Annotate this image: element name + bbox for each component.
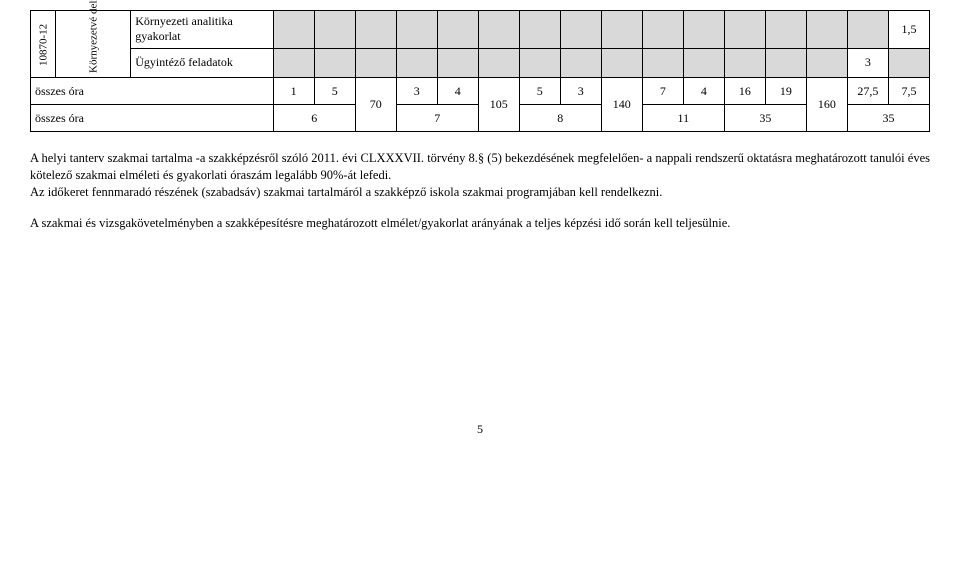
cell — [396, 48, 437, 77]
module-code: 10870-12 — [31, 11, 56, 78]
cell — [806, 48, 847, 77]
cell — [601, 11, 642, 49]
cell-merge: 140 — [601, 78, 642, 132]
cell — [888, 48, 929, 77]
cell-value: 3 — [847, 48, 888, 77]
cell — [683, 11, 724, 49]
cell-value: 3 — [560, 78, 601, 105]
cell-value: 4 — [437, 78, 478, 105]
cell — [642, 48, 683, 77]
cell — [724, 48, 765, 77]
cell — [560, 48, 601, 77]
cell — [519, 11, 560, 49]
paragraph-1a: A helyi tanterv szakmai tartalma -a szak… — [30, 151, 930, 182]
total-row-2-label: összes óra — [31, 105, 274, 132]
cell-value: 19 — [765, 78, 806, 105]
paragraph-1b: Az időkeret fennmaradó részének (szabads… — [30, 185, 662, 199]
cell — [437, 11, 478, 49]
cell — [478, 48, 519, 77]
cell-value: 8 — [519, 105, 601, 132]
cell-value: 11 — [642, 105, 724, 132]
paragraph-2: A szakmai és vizsgakövetelményben a szak… — [30, 215, 930, 232]
subject-row-2: Ügyintéző feladatok — [131, 48, 273, 77]
cell-value: 7,5 — [888, 78, 929, 105]
cell-value: 1,5 — [888, 11, 929, 49]
cell — [765, 48, 806, 77]
cell-value: 6 — [273, 105, 355, 132]
cell — [519, 48, 560, 77]
cell-value: 35 — [847, 105, 929, 132]
cell-value: 4 — [683, 78, 724, 105]
cell-value: 35 — [724, 105, 806, 132]
cell-value: 7 — [642, 78, 683, 105]
cell-merge: 160 — [806, 78, 847, 132]
cell-value: 27,5 — [847, 78, 888, 105]
cell — [847, 11, 888, 49]
cell — [806, 11, 847, 49]
body-text: A helyi tanterv szakmai tartalma -a szak… — [30, 150, 930, 232]
cell — [355, 11, 396, 49]
curriculum-table: 10870-12 Környezetvé delmi ügyintéző fel… — [30, 10, 930, 132]
cell — [355, 48, 396, 77]
cell — [273, 48, 314, 77]
cell — [273, 11, 314, 49]
cell — [560, 11, 601, 49]
cell — [724, 11, 765, 49]
cell-value: 1 — [273, 78, 314, 105]
cell-value: 16 — [724, 78, 765, 105]
cell — [437, 48, 478, 77]
module-name: Környezetvé delmi ügyintéző feladatok — [56, 11, 131, 78]
cell — [683, 48, 724, 77]
cell-merge: 70 — [355, 78, 396, 132]
cell — [478, 11, 519, 49]
cell — [642, 11, 683, 49]
cell — [314, 11, 355, 49]
total-row-1-label: összes óra — [31, 78, 274, 105]
cell — [396, 11, 437, 49]
cell-value: 3 — [396, 78, 437, 105]
cell — [601, 48, 642, 77]
page-number: 5 — [30, 422, 930, 437]
cell-merge: 105 — [478, 78, 519, 132]
cell-value: 5 — [314, 78, 355, 105]
cell-value: 7 — [396, 105, 478, 132]
cell-value: 5 — [519, 78, 560, 105]
subject-row-1: Környezeti analitika gyakorlat — [131, 11, 273, 49]
cell — [765, 11, 806, 49]
cell — [314, 48, 355, 77]
